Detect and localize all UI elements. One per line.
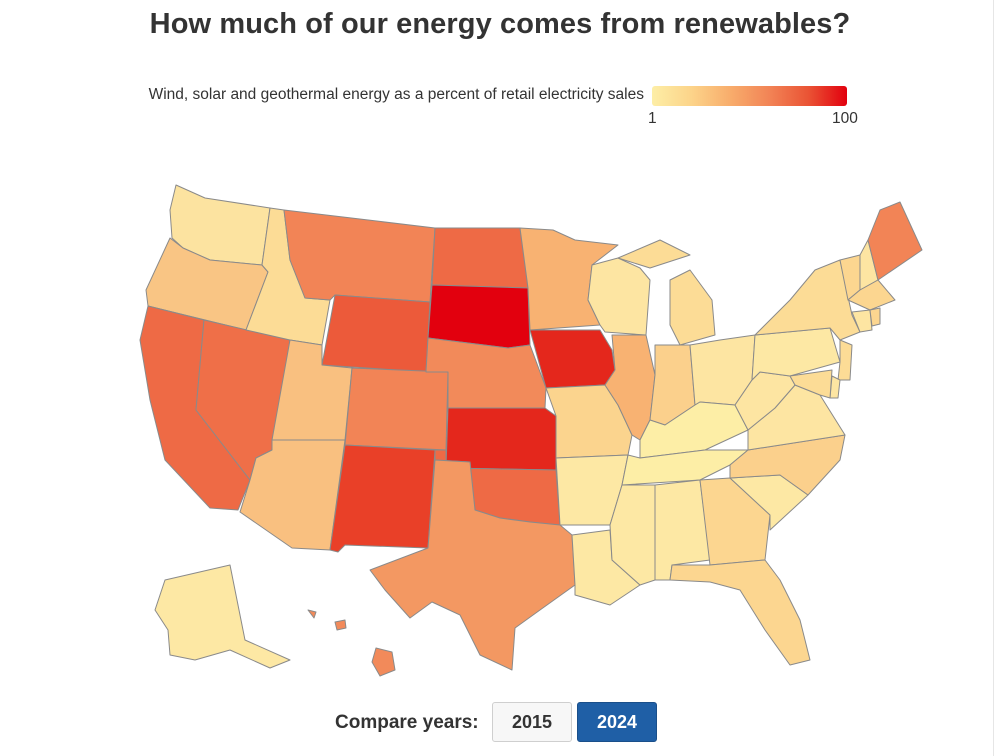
state-MI[interactable] <box>617 239 716 346</box>
state-NJ[interactable] <box>837 339 853 381</box>
state-ND[interactable] <box>431 227 529 289</box>
state-RI[interactable] <box>869 307 881 327</box>
chart-title: How much of our energy comes from renewa… <box>149 8 851 40</box>
state-WY[interactable] <box>321 294 431 373</box>
state-NC[interactable] <box>729 434 846 496</box>
state-FL[interactable] <box>669 559 811 666</box>
legend-label: Wind, solar and geothermal energy as a p… <box>148 86 644 103</box>
year-2015-button[interactable]: 2015 <box>492 702 572 742</box>
compare-years-label: Compare years: <box>335 712 479 733</box>
state-IL[interactable] <box>604 334 656 441</box>
state-CO[interactable] <box>344 367 449 451</box>
state-NM[interactable] <box>329 444 436 553</box>
state-GA[interactable] <box>699 477 771 566</box>
state-ME[interactable] <box>867 201 923 281</box>
legend-min-value: 1 <box>648 110 657 127</box>
state-MA[interactable] <box>847 279 896 311</box>
legend-max-value: 100 <box>832 110 858 127</box>
state-SD[interactable] <box>427 284 531 349</box>
year-2024-button[interactable]: 2024 <box>577 702 657 742</box>
state-MT[interactable] <box>283 209 436 303</box>
state-KS[interactable] <box>445 407 557 471</box>
state-CT[interactable] <box>851 309 873 333</box>
state-HI[interactable] <box>307 609 396 677</box>
state-TX[interactable] <box>369 459 576 671</box>
state-AK[interactable] <box>154 564 291 669</box>
state-NY[interactable] <box>754 259 861 341</box>
frame-divider <box>993 0 994 756</box>
state-MD[interactable] <box>789 369 833 399</box>
us-choropleth-map <box>139 184 923 677</box>
year-compare-controls: Compare years: 2015 2024 <box>0 700 1000 746</box>
legend-color-scale <box>652 86 847 106</box>
